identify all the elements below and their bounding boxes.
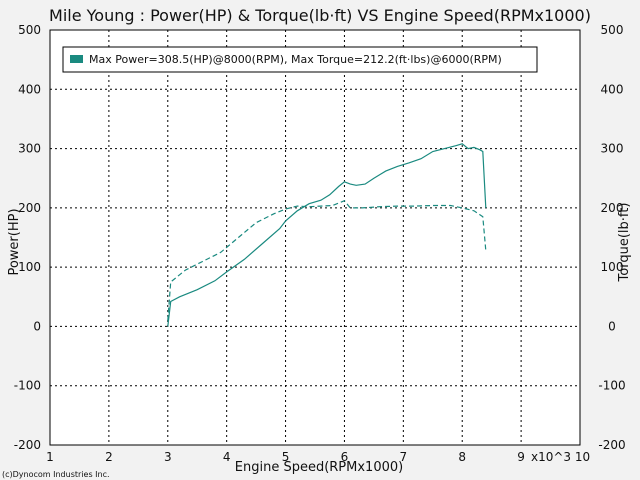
legend: Max Power=308.5(HP)@8000(RPM), Max Torqu… bbox=[62, 46, 538, 73]
x-axis-title: Engine Speed(RPMx1000) bbox=[235, 460, 403, 475]
footer-copyright: (c)Dynocom Industries Inc. bbox=[2, 470, 110, 479]
y-axis-title-right: Torque(lb·ft) bbox=[617, 203, 632, 283]
x-tick-label: 7 bbox=[400, 450, 408, 464]
legend-swatch bbox=[70, 55, 83, 63]
y-tick-label-left: 300 bbox=[18, 142, 41, 156]
legend-box bbox=[62, 46, 538, 73]
y-tick-label-right: 300 bbox=[601, 142, 624, 156]
x-tick-label: 1 bbox=[46, 450, 54, 464]
y-tick-label-left: -200 bbox=[14, 438, 41, 452]
x-tick-label: 9 bbox=[517, 450, 525, 464]
y-axis-title-left: Power(HP) bbox=[7, 208, 22, 275]
y-tick-label-right: 400 bbox=[601, 82, 624, 96]
y-tick-label-right: -100 bbox=[598, 379, 625, 393]
x-axis-extra-label: x10^3 10 bbox=[531, 450, 590, 464]
x-tick-label: 5 bbox=[282, 450, 290, 464]
y-tick-label-right: -200 bbox=[598, 438, 625, 452]
y-tick-label-left: 200 bbox=[18, 201, 41, 215]
y-tick-label-right: 100 bbox=[601, 260, 624, 274]
chart-title: Mile Young : Power(HP) & Torque(lb·ft) V… bbox=[49, 6, 591, 25]
x-tick-label: 4 bbox=[223, 450, 231, 464]
series-power-line bbox=[167, 143, 487, 327]
y-tick-label-right: 0 bbox=[608, 319, 616, 333]
y-tick-label-left: 500 bbox=[18, 23, 41, 37]
y-tick-label-left: 0 bbox=[33, 319, 41, 333]
x-tick-label: 6 bbox=[341, 450, 349, 464]
plot-area bbox=[49, 29, 581, 446]
x-tick-label: 3 bbox=[164, 450, 172, 464]
y-tick-label-left: -100 bbox=[14, 379, 41, 393]
x-tick-label: 2 bbox=[105, 450, 113, 464]
series-torque-line bbox=[167, 199, 487, 321]
series-group bbox=[167, 143, 487, 327]
x-tick-label: 8 bbox=[458, 450, 466, 464]
y-tick-label-right: 200 bbox=[601, 201, 624, 215]
y-tick-label-right: 500 bbox=[601, 23, 624, 37]
y-tick-label-left: 400 bbox=[18, 82, 41, 96]
legend-label: Max Power=308.5(HP)@8000(RPM), Max Torqu… bbox=[89, 53, 502, 66]
grid bbox=[50, 30, 580, 445]
y-tick-label-left: 100 bbox=[18, 260, 41, 274]
axes: 1 2 3 4 5 6 7 8 9 x10^3 10 500 500 400 400 300 300 200 20… bbox=[14, 23, 626, 464]
